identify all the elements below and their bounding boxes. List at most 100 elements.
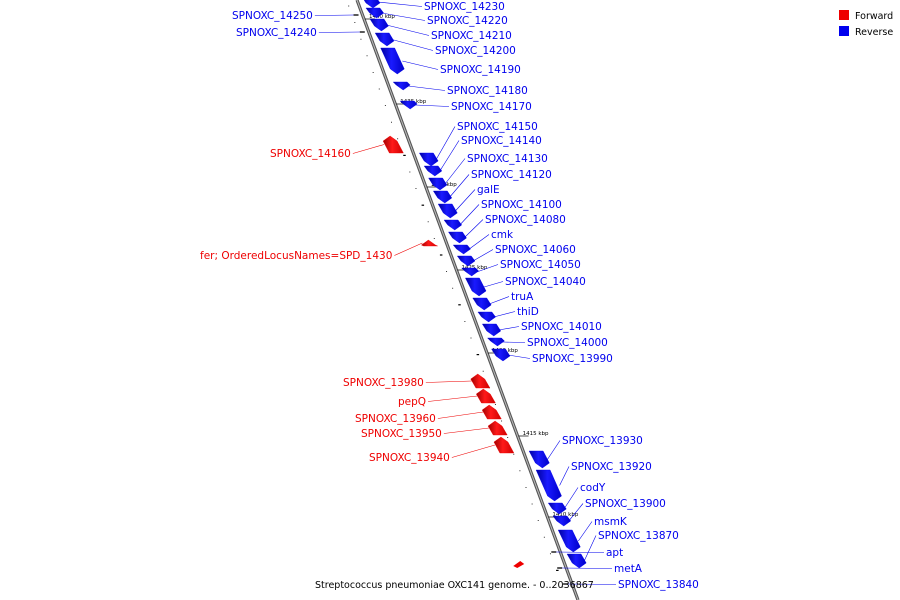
gene-label[interactable]: SPNOXC_14190 xyxy=(440,64,521,76)
reverse-gene[interactable] xyxy=(448,231,467,244)
reverse-gene[interactable] xyxy=(432,190,453,204)
reverse-gene[interactable] xyxy=(374,32,395,47)
reverse-gene[interactable] xyxy=(428,177,448,191)
gene-label[interactable]: SPNOXC_14220 xyxy=(427,15,508,27)
gene-label[interactable]: SPNOXC_14130 xyxy=(467,153,548,165)
reverse-gene[interactable] xyxy=(557,529,581,553)
leader-line xyxy=(439,140,460,172)
leader-line xyxy=(449,174,470,198)
gene-label[interactable]: thiD xyxy=(517,306,539,318)
reverse-gene[interactable] xyxy=(456,255,476,267)
gene-label[interactable]: SPNOXC_13950 xyxy=(361,428,442,440)
gene-label[interactable]: SPNOXC_13960 xyxy=(355,413,436,425)
legend-label-forward: Forward xyxy=(855,11,893,22)
reverse-gene[interactable] xyxy=(535,469,562,502)
gene-label[interactable]: cmk xyxy=(491,229,514,241)
forward-gene[interactable] xyxy=(513,561,525,568)
reverse-gene[interactable] xyxy=(369,18,389,32)
reverse-gene[interactable] xyxy=(528,450,550,469)
gene-label[interactable]: SPNOXC_13840 xyxy=(618,579,699,591)
gene-label[interactable]: SPNOXC_14040 xyxy=(505,276,586,288)
reverse-gene[interactable] xyxy=(552,515,572,527)
gene-label[interactable]: SPNOXC_14160 xyxy=(270,148,351,160)
leader-line xyxy=(564,487,579,509)
gene-label[interactable]: SPNOXC_14200 xyxy=(435,45,516,57)
reverse-gene[interactable] xyxy=(566,553,587,569)
leader-line xyxy=(547,440,561,460)
gene-label[interactable]: codY xyxy=(580,482,606,494)
reverse-gene[interactable] xyxy=(491,348,511,362)
forward-gene[interactable] xyxy=(470,373,491,389)
gene-label[interactable]: SPNOXC_14140 xyxy=(461,135,542,147)
leader-line xyxy=(556,551,605,553)
reverse-gene[interactable] xyxy=(547,502,567,515)
gene-label[interactable]: SPNOXC_13980 xyxy=(343,377,424,389)
forward-gene[interactable] xyxy=(481,404,502,420)
gene-label[interactable]: truA xyxy=(511,291,534,303)
leader-line xyxy=(483,281,504,288)
leader-line xyxy=(455,189,476,212)
reverse-gene[interactable] xyxy=(481,323,502,337)
forward-gene[interactable] xyxy=(420,239,438,247)
gene-label[interactable]: SPNOXC_14000 xyxy=(527,337,608,349)
gene-label[interactable]: SPNOXC_13870 xyxy=(598,530,679,542)
tick-label: 1415 kbp xyxy=(523,431,549,437)
reverse-gene[interactable] xyxy=(437,203,458,219)
gene-label[interactable]: SPNOXC_14230 xyxy=(424,1,505,13)
reverse-gene[interactable] xyxy=(399,100,418,110)
leader-line xyxy=(472,249,494,262)
reverse-gene[interactable] xyxy=(392,81,411,91)
leader-line xyxy=(493,311,516,318)
forward-gene[interactable] xyxy=(476,388,496,404)
gene-label[interactable]: SPNOXC_14100 xyxy=(481,199,562,211)
forward-gene[interactable] xyxy=(487,420,508,436)
leader-line xyxy=(352,144,385,154)
leader-line xyxy=(394,242,423,256)
leader-line xyxy=(391,39,434,51)
legend-swatch-forward xyxy=(839,10,849,20)
reverse-gene[interactable] xyxy=(365,7,384,19)
gene-label[interactable]: SPNOXC_14080 xyxy=(485,214,566,226)
gene-label[interactable]: SPNOXC_14170 xyxy=(451,101,532,113)
gene-label[interactable]: SPNOXC_13900 xyxy=(585,498,666,510)
leader-line xyxy=(377,1,423,7)
gene-label[interactable]: apt xyxy=(606,547,623,559)
reverse-gene[interactable] xyxy=(380,47,405,75)
gene-label[interactable]: SPNOXC_14210 xyxy=(431,30,512,42)
gene-label[interactable]: SPNOXC_13920 xyxy=(571,461,652,473)
reverse-gene[interactable] xyxy=(461,267,479,277)
gene-label[interactable]: SPNOXC_14010 xyxy=(521,321,602,333)
leader-line xyxy=(318,31,360,33)
leader-line xyxy=(559,466,570,486)
forward-gene[interactable] xyxy=(382,135,404,154)
reverse-gene[interactable] xyxy=(487,337,505,347)
leader-line xyxy=(451,444,496,458)
gene-label[interactable]: SPNOXC_14250 xyxy=(232,10,313,22)
gene-label[interactable]: msmK xyxy=(594,516,628,528)
reverse-gene[interactable] xyxy=(477,311,496,323)
gene-label[interactable]: SPNOXC_13990 xyxy=(532,353,613,365)
reverse-gene[interactable] xyxy=(423,165,443,177)
gene-label[interactable]: SPNOXC_14150 xyxy=(457,121,538,133)
reverse-gene[interactable] xyxy=(452,244,471,255)
gene-label[interactable]: SPNOXC_14120 xyxy=(471,169,552,181)
reverse-gene[interactable] xyxy=(465,277,487,297)
gene-label[interactable]: SPNOXC_14240 xyxy=(236,27,317,39)
gene-label[interactable]: SPNOXC_13930 xyxy=(562,435,643,447)
reverse-gene[interactable] xyxy=(418,152,439,167)
gene-label[interactable]: metA xyxy=(614,563,643,575)
leader-line xyxy=(437,411,484,419)
gene-label[interactable]: SPNOXC_14180 xyxy=(447,85,528,97)
gene-label[interactable]: fer; OrderedLocusNames=SPD_1430 xyxy=(200,250,392,262)
leader-line xyxy=(568,583,617,585)
reverse-gene[interactable] xyxy=(472,297,492,311)
reverse-gene[interactable] xyxy=(362,0,381,9)
gene-label[interactable]: pepQ xyxy=(398,396,426,408)
gene-label[interactable]: SPNOXC_13940 xyxy=(369,452,450,464)
gene-label[interactable]: SPNOXC_14050 xyxy=(500,259,581,271)
gene-label[interactable]: SPNOXC_14060 xyxy=(495,244,576,256)
forward-gene[interactable] xyxy=(493,436,515,454)
leader-line xyxy=(381,12,426,21)
reverse-gene[interactable] xyxy=(443,219,463,231)
gene-label[interactable]: galE xyxy=(477,184,500,196)
